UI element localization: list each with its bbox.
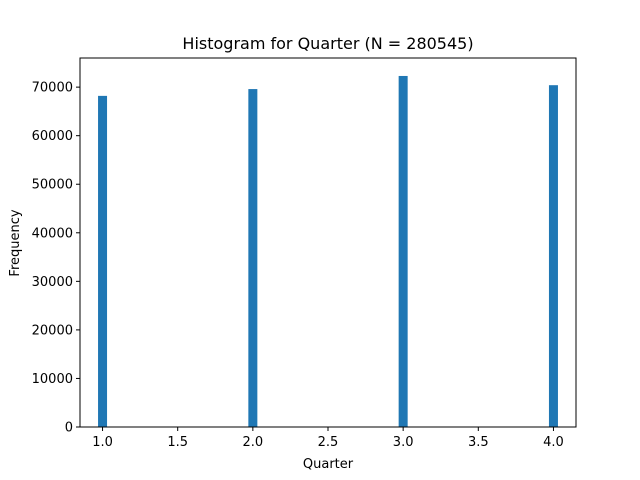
- x-tick-label: 3.5: [468, 435, 489, 450]
- x-tick-label: 1.5: [167, 435, 188, 450]
- x-tick-label: 2.5: [318, 435, 339, 450]
- y-axis-label: Frequency: [8, 209, 23, 276]
- y-tick-label: 50000: [32, 178, 73, 193]
- y-tick-label: 20000: [32, 323, 73, 338]
- y-tick-label: 70000: [32, 81, 73, 96]
- y-tick-label: 10000: [32, 372, 73, 387]
- histogram-bar-3: [398, 75, 408, 427]
- histogram-bar-2: [248, 89, 258, 428]
- y-tick-label: 40000: [32, 226, 73, 241]
- y-axis-ticks: 0 10000 20000 30000 40000 50000 60000 70000: [32, 81, 80, 436]
- axes-frame: [79, 57, 577, 428]
- y-tick-label: 60000: [32, 129, 73, 144]
- x-tick-label: 3.0: [393, 435, 414, 450]
- x-tick-label: 2.0: [243, 435, 264, 450]
- x-axis-ticks: 1.0 1.5 2.0 2.5 3.0 3.5 4.0: [92, 427, 564, 450]
- x-tick-label: 4.0: [543, 435, 564, 450]
- y-tick-label: 30000: [32, 275, 73, 290]
- histogram-bar-4: [548, 85, 558, 427]
- bars-group: [98, 75, 558, 428]
- histogram-bar-1: [98, 95, 108, 427]
- x-tick-label: 1.0: [92, 435, 113, 450]
- y-tick-label: 0: [65, 421, 73, 436]
- x-axis-label: Quarter: [303, 457, 354, 472]
- chart-title: Histogram for Quarter (N = 280545): [182, 34, 473, 53]
